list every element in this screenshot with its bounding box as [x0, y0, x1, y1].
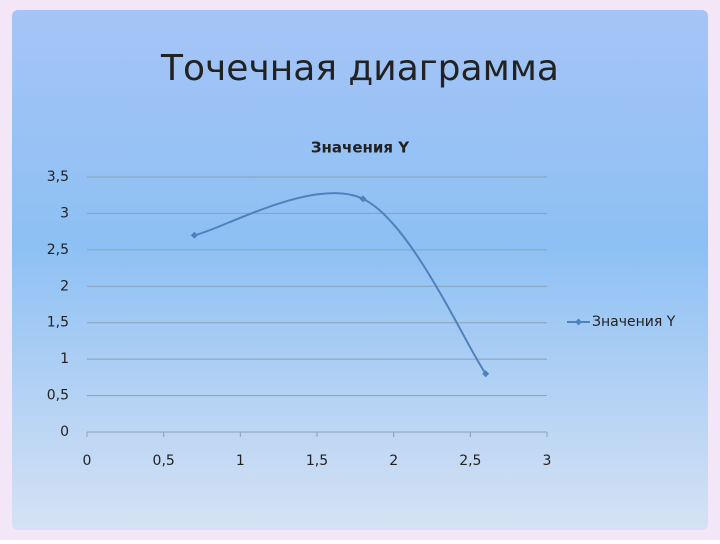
chart-title: Значения Y: [311, 139, 410, 157]
x-tick-label: 1,5: [306, 453, 328, 469]
legend-label: Значения Y: [592, 314, 676, 330]
x-tick-label: 0,5: [153, 453, 175, 469]
y-tick-label: 1: [60, 351, 69, 367]
slide-title: Точечная диаграмма: [160, 48, 559, 89]
y-tick-label: 2: [60, 278, 69, 294]
x-tick-label: 0: [83, 453, 92, 469]
y-tick-label: 1,5: [47, 315, 69, 331]
point-marker: [482, 370, 490, 378]
slide-background: [12, 10, 708, 530]
legend-marker: [575, 318, 582, 326]
y-tick-label: 0,5: [47, 388, 69, 404]
y-tick-label: 3,5: [47, 169, 69, 185]
x-tick-label: 2: [389, 453, 398, 469]
point-marker: [190, 231, 198, 239]
x-tick-label: 1: [236, 453, 245, 469]
x-tick-label: 3: [543, 453, 552, 469]
x-tick-label: 2,5: [459, 453, 481, 469]
y-tick-label: 0: [60, 424, 69, 440]
point-marker: [359, 195, 367, 203]
y-tick-label: 2,5: [47, 242, 69, 258]
y-tick-label: 3: [60, 205, 69, 221]
